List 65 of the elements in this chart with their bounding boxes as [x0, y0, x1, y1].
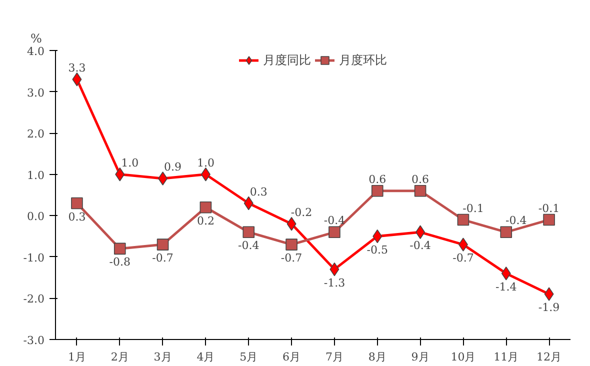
- x-tick-label: 11月: [494, 350, 519, 364]
- point: [200, 201, 212, 214]
- point: [414, 184, 426, 197]
- data-label: 0.6: [412, 172, 430, 186]
- x-tick-label: 5月: [240, 350, 258, 364]
- point: [458, 238, 468, 252]
- x-tick-label: 7月: [325, 350, 344, 364]
- point: [544, 287, 554, 301]
- data-label: 0.6: [368, 172, 386, 186]
- legend-label: 月度环比: [339, 52, 387, 68]
- y-tick-label: 3.0: [27, 86, 45, 100]
- point: [72, 72, 82, 86]
- point: [457, 214, 470, 226]
- data-label: -1.9: [538, 301, 560, 314]
- data-label: 0.2: [196, 214, 214, 228]
- y-tick-label: -1.0: [23, 251, 45, 264]
- data-label: 0.3: [250, 185, 268, 198]
- data-label: 1.0: [121, 156, 139, 170]
- data-label: -0.1: [462, 202, 484, 215]
- data-label: -0.4: [410, 239, 431, 252]
- x-tick-label: 4月: [196, 350, 215, 364]
- y-tick-label: 2.0: [27, 128, 45, 141]
- point: [286, 217, 296, 231]
- y-tick-label: 4.0: [27, 45, 45, 58]
- y-tick-label: 0.0: [27, 210, 45, 224]
- data-label: -0.1: [538, 202, 560, 215]
- data-label: -0.4: [238, 239, 260, 252]
- x-tick-label: 12月: [536, 350, 562, 364]
- data-label: 0.9: [164, 160, 182, 174]
- x-tick-label: 2月: [110, 350, 129, 364]
- data-label: -1.3: [324, 276, 346, 290]
- point: [286, 238, 298, 250]
- point: [500, 226, 512, 238]
- data-label: -0.2: [290, 206, 312, 219]
- point: [501, 266, 511, 280]
- data-label: -0.7: [280, 252, 302, 265]
- x-tick-label: 3月: [154, 350, 172, 364]
- data-label: 1.0: [196, 156, 214, 170]
- point: [156, 238, 169, 250]
- x-tick-label: 8月: [368, 350, 386, 364]
- data-label: -0.7: [452, 252, 474, 265]
- y-tick-label: -3.0: [23, 334, 45, 347]
- point: [543, 214, 555, 226]
- data-label: -0.8: [109, 256, 130, 269]
- data-label: -0.4: [506, 214, 527, 228]
- x-tick-label: 9月: [411, 350, 430, 364]
- point: [71, 197, 83, 210]
- x-tick-label: 6月: [282, 350, 301, 364]
- point: [328, 226, 340, 238]
- data-label: -1.4: [496, 280, 517, 294]
- data-label: -0.7: [152, 252, 174, 265]
- legend-label: 月度同比: [263, 52, 311, 68]
- point: [371, 184, 384, 197]
- data-label: -0.5: [366, 243, 388, 256]
- x-tick-label: 1月: [68, 350, 86, 364]
- y-axis-title: %: [30, 32, 42, 46]
- y-tick-label: 1.0: [27, 168, 45, 182]
- point: [114, 242, 126, 255]
- y-tick-label: -2.0: [23, 292, 45, 306]
- point: [242, 226, 255, 238]
- data-label: -0.4: [324, 214, 346, 228]
- point: [158, 172, 168, 186]
- data-label: 3.3: [68, 61, 86, 74]
- x-tick-label: 10月: [450, 350, 476, 364]
- data-label: 0.3: [68, 210, 86, 224]
